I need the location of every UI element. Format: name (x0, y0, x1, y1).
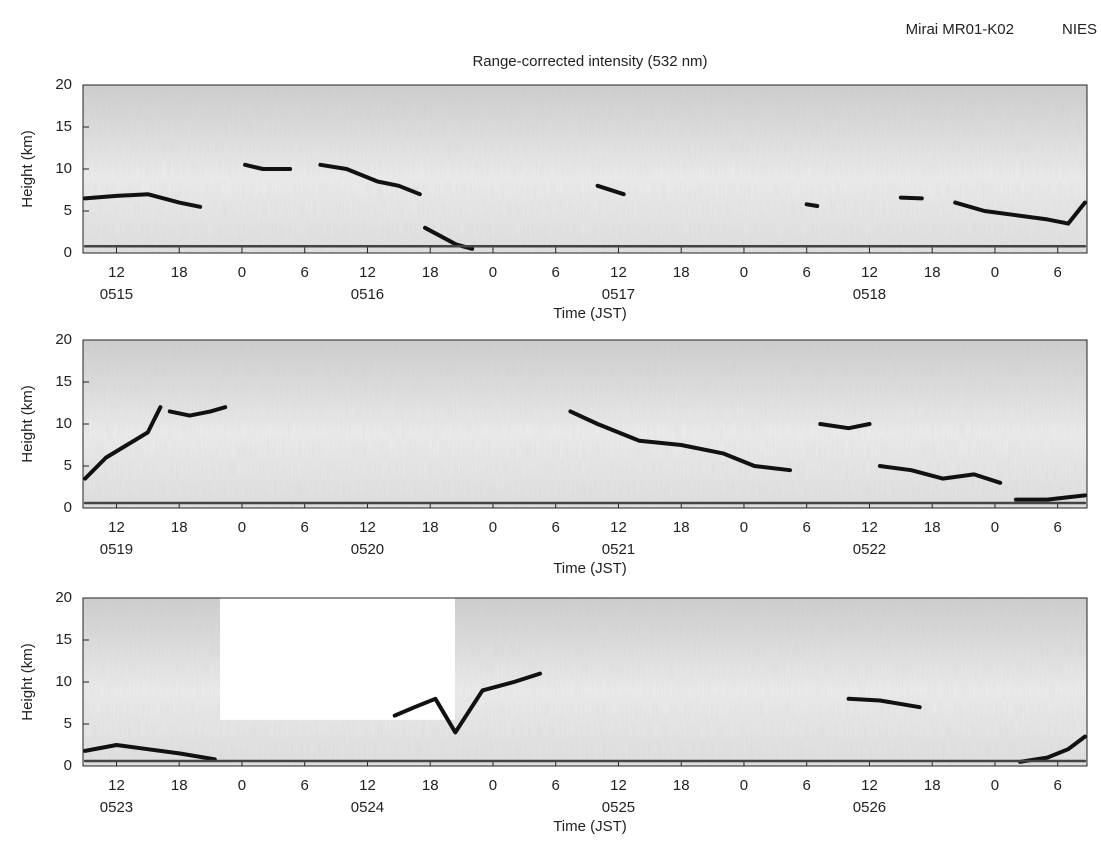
date-label: 0526 (853, 799, 886, 816)
date-label: 0525 (602, 799, 635, 816)
x-tick-label: 12 (359, 519, 376, 536)
date-label: 0522 (853, 541, 886, 558)
x-tick-label: 12 (610, 264, 627, 281)
y-tick-label: 15 (55, 631, 72, 648)
date-label: 0523 (100, 799, 133, 816)
date-label: 0519 (100, 541, 133, 558)
y-axis-label: Height (km) (19, 130, 36, 208)
y-tick-label: 5 (64, 202, 72, 219)
x-tick-label: 12 (359, 777, 376, 794)
plot-frame (82, 339, 1088, 509)
y-tick-label: 10 (55, 673, 72, 690)
cloud-layer (83, 671, 1087, 764)
x-tick-label: 6 (1054, 777, 1062, 794)
x-tick-label: 12 (108, 519, 125, 536)
x-tick-label: 18 (171, 264, 188, 281)
x-tick-label: 0 (991, 777, 999, 794)
plot-frame (82, 84, 1088, 254)
y-tick-label: 10 (55, 160, 72, 177)
cloud-layer (83, 405, 1087, 502)
x-tick-label: 12 (108, 264, 125, 281)
x-tick-label: 0 (740, 777, 748, 794)
y-tick-label: 0 (64, 499, 72, 516)
date-label: 0517 (602, 286, 635, 303)
x-tick-label: 18 (673, 777, 690, 794)
header-cruise: Mirai MR01-K02 (906, 21, 1014, 38)
x-tick-label: 6 (301, 519, 309, 536)
no-data-region (220, 598, 455, 720)
y-tick-label: 5 (64, 715, 72, 732)
x-axis-label: Time (JST) (553, 560, 627, 577)
x-tick-label: 0 (991, 519, 999, 536)
x-axis-label: Time (JST) (553, 818, 627, 835)
y-tick-label: 20 (55, 589, 72, 606)
y-tick-label: 15 (55, 373, 72, 390)
x-tick-label: 0 (489, 777, 497, 794)
x-tick-label: 0 (238, 519, 246, 536)
x-tick-label: 12 (861, 519, 878, 536)
date-label: 0516 (351, 286, 384, 303)
date-label: 0520 (351, 541, 384, 558)
y-tick-label: 10 (55, 415, 72, 432)
x-tick-label: 6 (1054, 264, 1062, 281)
x-tick-label: 12 (610, 777, 627, 794)
x-tick-label: 0 (489, 519, 497, 536)
x-tick-label: 0 (991, 264, 999, 281)
x-tick-label: 12 (108, 777, 125, 794)
x-tick-label: 18 (924, 519, 941, 536)
x-tick-label: 18 (673, 264, 690, 281)
x-tick-label: 12 (610, 519, 627, 536)
date-label: 0518 (853, 286, 886, 303)
y-tick-label: 5 (64, 457, 72, 474)
chart-title: Range-corrected intensity (532 nm) (472, 53, 707, 70)
plot-texture (83, 340, 1087, 508)
x-tick-label: 18 (171, 777, 188, 794)
plot-frame (82, 597, 1088, 767)
header-org: NIES (1062, 21, 1097, 38)
y-tick-label: 20 (55, 331, 72, 348)
x-tick-label: 6 (301, 777, 309, 794)
cloud-layer (83, 162, 1087, 251)
x-tick-label: 0 (740, 519, 748, 536)
plot-texture (83, 85, 1087, 253)
date-label: 0515 (100, 286, 133, 303)
x-tick-label: 12 (861, 264, 878, 281)
x-tick-label: 6 (301, 264, 309, 281)
x-tick-label: 0 (238, 264, 246, 281)
y-axis-label: Height (km) (19, 643, 36, 721)
x-axis-label: Time (JST) (553, 305, 627, 322)
x-tick-label: 6 (552, 519, 560, 536)
y-tick-label: 20 (55, 76, 72, 93)
x-tick-label: 6 (803, 519, 811, 536)
x-tick-label: 6 (803, 777, 811, 794)
x-tick-label: 18 (422, 777, 439, 794)
x-tick-label: 18 (673, 519, 690, 536)
x-tick-label: 18 (422, 264, 439, 281)
x-tick-label: 12 (359, 264, 376, 281)
y-tick-label: 15 (55, 118, 72, 135)
x-tick-label: 6 (1054, 519, 1062, 536)
x-tick-label: 18 (422, 519, 439, 536)
x-tick-label: 0 (489, 264, 497, 281)
date-label: 0524 (351, 799, 384, 816)
y-tick-label: 0 (64, 757, 72, 774)
date-label: 0521 (602, 541, 635, 558)
x-tick-label: 18 (171, 519, 188, 536)
x-tick-label: 0 (740, 264, 748, 281)
x-tick-label: 6 (803, 264, 811, 281)
y-tick-label: 0 (64, 244, 72, 261)
y-axis-label: Height (km) (19, 385, 36, 463)
x-tick-label: 6 (552, 264, 560, 281)
x-tick-label: 6 (552, 777, 560, 794)
x-tick-label: 18 (924, 264, 941, 281)
x-tick-label: 12 (861, 777, 878, 794)
x-tick-label: 18 (924, 777, 941, 794)
x-tick-label: 0 (238, 777, 246, 794)
